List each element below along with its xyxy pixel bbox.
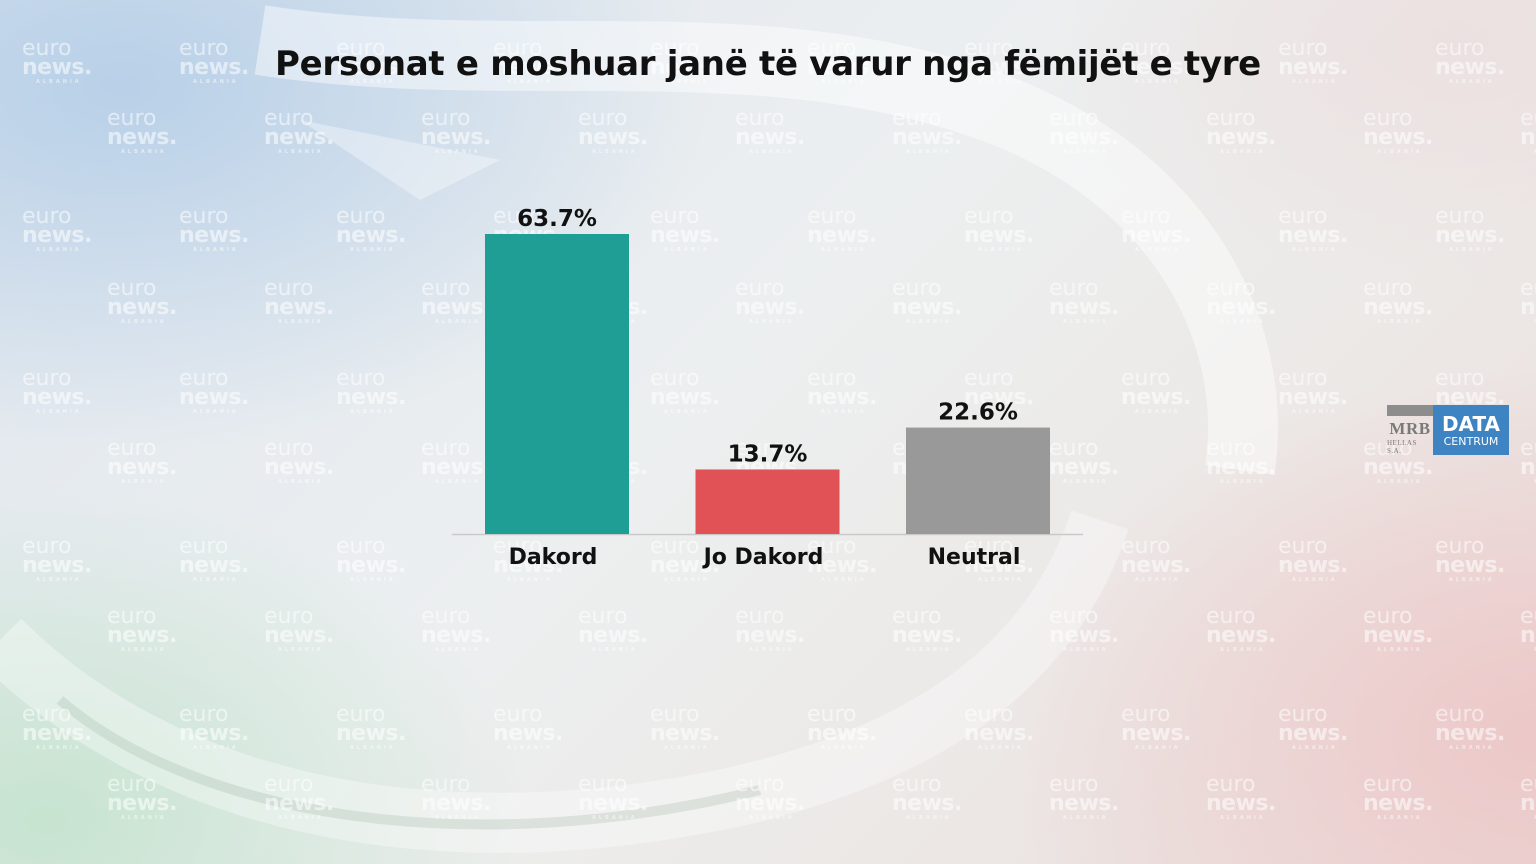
- category-label: Dakord: [509, 545, 598, 570]
- data-label: 13.7%: [728, 441, 808, 467]
- mrb-data-centrum-logo: MRB HELLAS S.A. DATA CENTRUM: [1387, 405, 1509, 455]
- category-label: Jo Dakord: [702, 545, 824, 570]
- data-label: 22.6%: [938, 400, 1018, 426]
- mrb-logo: MRB HELLAS S.A.: [1387, 405, 1433, 455]
- bar-dakord: [485, 234, 629, 534]
- chart-title: Personat e moshuar janë të varur nga fëm…: [275, 44, 1261, 84]
- data-label: 63.7%: [517, 206, 597, 232]
- category-label: Neutral: [928, 545, 1021, 570]
- bar-neutral: [906, 427, 1050, 534]
- bar-jo-dakord: [695, 469, 840, 534]
- data-centrum-logo: DATA CENTRUM: [1433, 405, 1509, 455]
